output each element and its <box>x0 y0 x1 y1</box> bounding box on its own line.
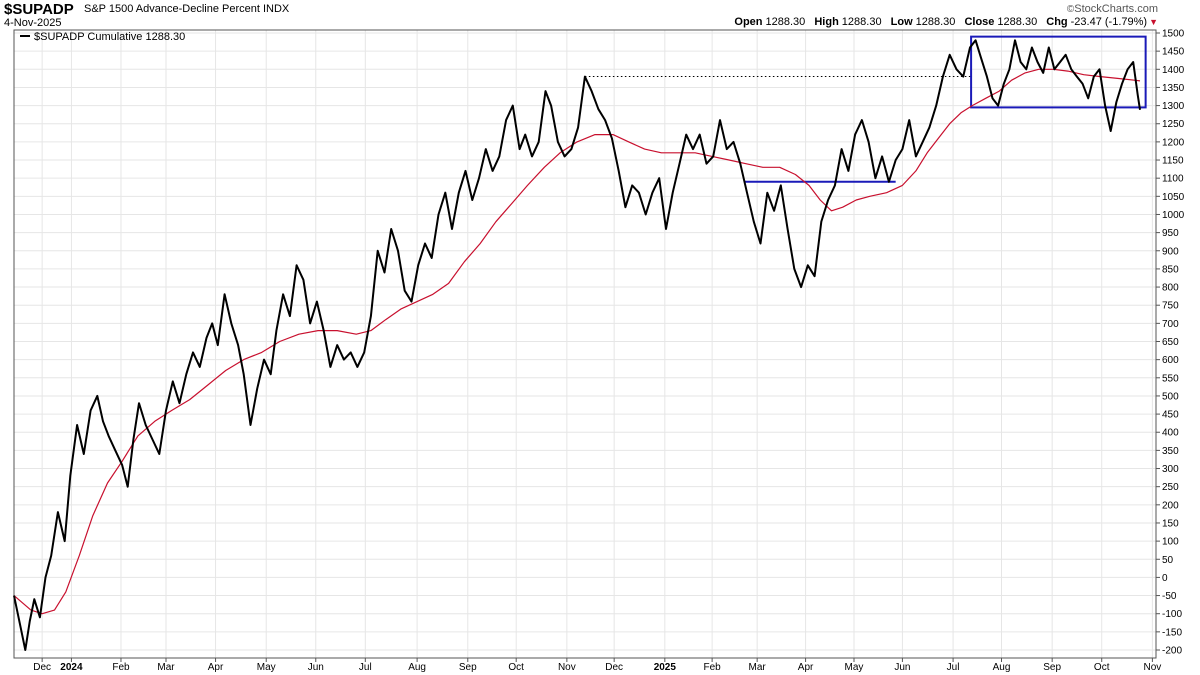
legend: $SUPADP Cumulative 1288.30 <box>20 31 185 43</box>
x-tick-label: Apr <box>798 662 814 673</box>
x-tick-label: Jun <box>308 662 324 673</box>
x-tick-label: Jun <box>894 662 910 673</box>
x-tick-label: Dec <box>605 662 623 673</box>
range-box <box>970 35 1147 109</box>
plot-frame <box>13 29 1157 659</box>
y-tick-label: 1150 <box>1162 156 1184 167</box>
x-tick-label: Aug <box>993 662 1011 673</box>
y-tick-label: 650 <box>1162 337 1179 348</box>
chg-value: -23.47 (-1.79%) <box>1070 16 1148 28</box>
y-tick-label: 350 <box>1162 446 1179 457</box>
y-axis: 1500145014001350130012501200115011001050… <box>1156 29 1185 657</box>
y-tick-label: 200 <box>1162 500 1179 511</box>
y-tick-label: 850 <box>1162 264 1179 275</box>
y-tick-label: 300 <box>1162 464 1179 475</box>
y-tick-label: 250 <box>1162 482 1179 493</box>
grid-lines <box>14 30 1156 658</box>
x-tick-label: Nov <box>558 662 576 673</box>
close-label: Close <box>964 16 995 28</box>
x-tick-label: May <box>845 662 864 673</box>
x-tick-label: Sep <box>1043 662 1061 673</box>
symbol-label: $SUPADP <box>4 1 74 18</box>
x-tick-label: Apr <box>208 662 224 673</box>
copyright-icon: © <box>1066 4 1075 15</box>
y-tick-label: -200 <box>1162 646 1182 657</box>
x-tick-label: Aug <box>408 662 426 673</box>
brand-name: StockCharts.com <box>1074 3 1158 15</box>
x-tick-label: May <box>257 662 276 673</box>
y-tick-label: 500 <box>1162 391 1179 402</box>
x-tick-label: Sep <box>459 662 477 673</box>
y-tick-label: 1450 <box>1162 47 1185 58</box>
x-tick-label: Oct <box>1094 662 1110 673</box>
close-value: 1288.30 <box>997 16 1038 28</box>
y-tick-label: 400 <box>1162 428 1179 439</box>
y-tick-label: 700 <box>1162 319 1179 330</box>
moving-average-line <box>13 68 1141 615</box>
chg-label: Chg <box>1046 16 1068 28</box>
legend-label: $SUPADP Cumulative 1288.30 <box>34 31 185 43</box>
y-tick-label: 950 <box>1162 228 1179 239</box>
x-tick-label: Mar <box>157 662 175 673</box>
price-line <box>13 39 1141 651</box>
x-tick-label: Dec <box>33 662 51 673</box>
y-tick-label: 1400 <box>1162 65 1185 76</box>
y-tick-label: -100 <box>1162 609 1182 620</box>
x-tick-label: Feb <box>112 662 130 673</box>
y-tick-label: 600 <box>1162 355 1179 366</box>
symbol-description: S&P 1500 Advance-Decline Percent INDX <box>84 3 290 15</box>
y-tick-label: 900 <box>1162 246 1179 257</box>
annotation-layer <box>584 35 1147 183</box>
high-label: High <box>814 16 839 28</box>
x-tick-label: 2024 <box>60 662 83 673</box>
x-tick-label: Jul <box>947 662 960 673</box>
y-tick-label: 1500 <box>1162 29 1185 40</box>
down-triangle-icon: ▼ <box>1149 17 1158 27</box>
y-tick-label: 1350 <box>1162 83 1185 94</box>
high-value: 1288.30 <box>841 16 882 28</box>
low-value: 1288.30 <box>915 16 956 28</box>
y-tick-label: 1050 <box>1162 192 1185 203</box>
y-tick-label: 1100 <box>1162 174 1184 185</box>
y-tick-label: 800 <box>1162 283 1179 294</box>
series-layer <box>13 39 1141 651</box>
ohlc-readout: Open 1288.30 High 1288.30 Low 1288.30 Close… <box>734 16 1158 28</box>
low-label: Low <box>890 16 913 28</box>
x-tick-label: Oct <box>508 662 524 673</box>
y-tick-label: 450 <box>1162 410 1179 421</box>
x-tick-label: Feb <box>704 662 722 673</box>
y-tick-label: -50 <box>1162 591 1177 602</box>
y-tick-label: 750 <box>1162 301 1179 312</box>
x-tick-label: Nov <box>1143 662 1161 673</box>
y-tick-label: 1000 <box>1162 210 1185 221</box>
y-tick-label: 1200 <box>1162 137 1185 148</box>
y-tick-label: 1300 <box>1162 101 1185 112</box>
y-tick-label: 50 <box>1162 555 1174 566</box>
open-value: 1288.30 <box>765 16 806 28</box>
y-tick-label: 150 <box>1162 518 1179 529</box>
x-tick-label: 2025 <box>654 662 677 673</box>
open-label: Open <box>734 16 763 28</box>
chart-date: 4-Nov-2025 <box>4 17 62 29</box>
y-tick-label: 1250 <box>1162 119 1185 130</box>
brand-label[interactable]: ©StockCharts.com <box>1067 3 1158 15</box>
y-tick-label: -150 <box>1162 627 1182 638</box>
y-tick-label: 0 <box>1162 573 1168 584</box>
chart-header: $SUPADP S&P 1500 Advance-Decline Percent… <box>0 0 1200 30</box>
x-tick-label: Mar <box>749 662 767 673</box>
x-axis: Dec 2024 Feb Mar Apr May Jun Jul Aug Sep Oct Nov Dec… <box>33 658 1161 673</box>
y-tick-label: 100 <box>1162 537 1179 548</box>
x-tick-label: Jul <box>359 662 372 673</box>
y-tick-label: 550 <box>1162 373 1179 384</box>
